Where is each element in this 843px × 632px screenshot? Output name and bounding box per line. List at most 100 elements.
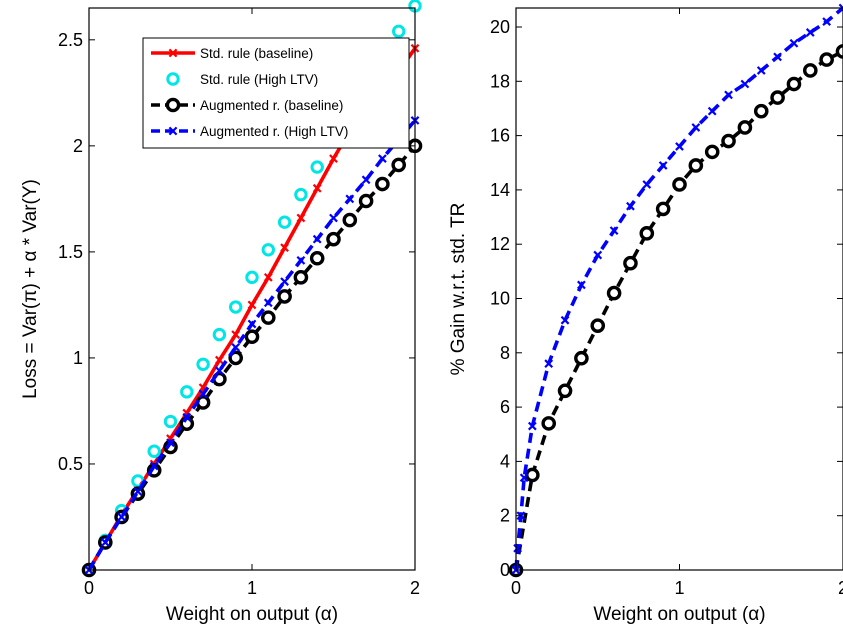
x-tick-label: 1 [674,578,684,598]
data-point [361,175,371,185]
legend-label: Std. rule (baseline) [200,46,313,61]
data-point [263,272,273,282]
data-point [182,412,192,422]
series-1 [508,44,843,578]
legend: Std. rule (baseline) Std. rule (High LTV)… [142,37,410,149]
y-tick-label: 16 [490,126,510,146]
data-point [378,154,387,163]
data-point [704,144,720,160]
data-point [626,201,635,211]
data-point [244,329,260,345]
data-point [293,270,309,285]
data-point [391,157,407,173]
data-point [623,255,638,271]
data-point [310,160,324,174]
data-point [606,285,622,301]
data-point [280,277,289,286]
data-point [560,315,570,325]
data-point [577,280,586,290]
x-axis-label: Weight on output (α) [166,604,338,625]
y-tick-label: 18 [490,71,510,91]
data-point [231,342,241,352]
data-point [609,226,619,236]
chart-panel-2: 01202468101214161820Weight on output (α)… [448,3,843,625]
data-point [675,142,684,151]
data-point [819,52,834,67]
data-point [541,416,557,431]
data-point [688,158,704,173]
y-tick-label: 0 [500,560,510,580]
data-point [593,250,603,260]
data-point [261,243,275,257]
data-point [655,201,671,217]
data-point [309,250,325,266]
legend-item: Std. rule (High LTV) [166,72,318,87]
data-point [196,357,210,371]
data-point [312,183,322,193]
data-point [773,52,782,62]
chart-panel-1: 0 1 2 0.5 1 1.5 2 2.5 Weight on output (α) Loss =… [20,0,423,625]
data-point [786,76,802,92]
data-point [312,234,322,244]
x-tick-label: 0 [84,578,94,598]
x-tick-label: 0 [511,578,521,598]
legend-label: Std. rule (High LTV) [200,72,318,87]
y-tick-label: 12 [490,234,510,254]
x-tick-label: 1 [247,578,257,598]
data-point [789,38,799,48]
data-point [805,28,815,37]
x-tick-label: 2 [838,578,843,598]
y-tick-label: 4 [500,451,510,471]
data-point [228,350,243,366]
data-point [117,512,126,522]
data-point [168,48,178,58]
data-point [574,350,589,366]
y-axis-label: % Gain w.r.t. std. TR [448,203,469,376]
y-tick-label: 8 [500,343,510,363]
data-point [557,383,573,399]
data-point [231,330,241,339]
x-axis-label: Weight on output (α) [593,604,765,625]
series-2 [511,3,843,575]
data-point [229,300,243,314]
data-point [198,389,208,399]
y-tick-label: 2 [500,506,510,526]
data-point [392,24,406,39]
data-point [345,194,355,204]
y-axis-label: Loss = Var(π) + α * Var(Y) [20,179,41,399]
data-point [329,154,338,163]
data-point [753,103,769,119]
data-point [803,63,818,78]
data-point [245,270,259,285]
data-point [639,226,655,241]
plot-area [81,0,423,578]
y-tick-label: 10 [490,289,510,309]
y-tick-label: 14 [490,180,510,200]
data-point [247,300,257,310]
legend-item: Augmented r. (High LTV) [151,124,348,139]
data-point [691,123,701,132]
data-point [375,176,390,192]
data-point [544,359,554,369]
data-point [294,187,308,202]
plot-area [508,3,843,578]
data-point [263,298,273,308]
data-point [280,243,289,253]
data-point [672,177,687,192]
data-point [724,90,733,100]
data-point [756,66,766,75]
legend-label: Augmented r. (High LTV) [200,124,348,139]
y-tick-label: 1 [73,348,83,368]
data-point [519,473,529,483]
data-point [277,289,292,304]
data-point [770,90,785,105]
x-tick-label: 2 [410,578,420,598]
data-point [215,366,224,376]
data-point [163,414,178,429]
data-point [247,319,257,329]
legend-label: Augmented r. (baseline) [200,98,343,113]
data-point [212,327,227,342]
data-point [277,215,292,229]
data-point [707,106,717,116]
legend-item: Std. rule (baseline) [151,46,313,61]
